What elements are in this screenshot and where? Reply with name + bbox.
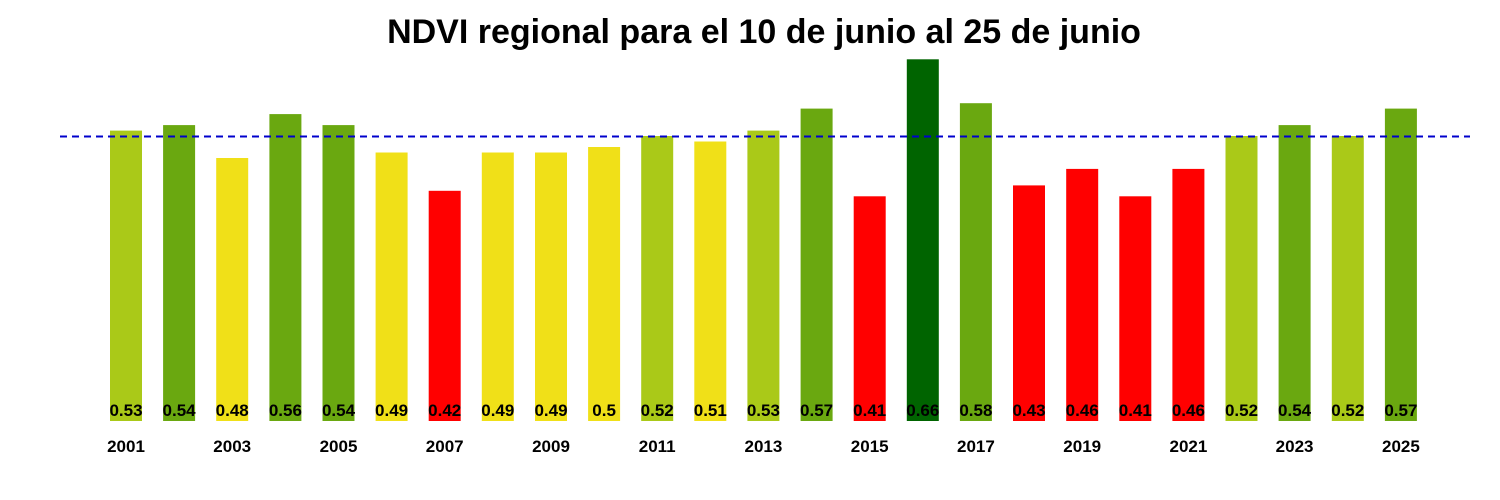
bar-2009 [535,152,567,421]
x-tick-label-2011: 2011 [639,437,676,456]
x-tick-label-2009: 2009 [532,437,570,456]
bar-2024 [1331,136,1364,421]
value-label-2014: 0.57 [800,401,833,420]
x-tick-label-2007: 2007 [426,437,464,456]
value-label-2021: 0.46 [1172,401,1205,420]
value-label-2002: 0.54 [163,401,197,420]
bars-layer [110,59,1417,422]
value-label-2007: 0.42 [428,401,461,420]
x-tick-label-2005: 2005 [320,437,358,456]
value-label-2012: 0.51 [694,401,727,420]
bar-2016 [906,59,939,422]
bar-2021 [1172,168,1205,421]
bar-2025 [1384,108,1417,421]
value-label-2006: 0.49 [375,401,408,420]
x-tick-labels-layer: 2001 2003 2005 2007 2009 2011 2013 2015 2017 2019… [107,437,1420,456]
bar-2011 [641,136,674,421]
bar-2018 [1013,185,1045,421]
bar-2010 [588,147,621,421]
value-label-2025: 0.57 [1384,401,1417,420]
value-label-2016: 0.66 [906,401,939,420]
bar-2023 [1278,125,1311,421]
value-label-2003: 0.48 [216,401,249,420]
bar-2006 [375,152,408,421]
value-label-2004: 0.56 [269,401,302,420]
x-tick-label-2019: 2019 [1063,437,1101,456]
value-label-2024: 0.52 [1331,401,1364,420]
bar-2022 [1225,136,1258,421]
x-tick-label-2023: 2023 [1276,437,1314,456]
bar-2015 [853,196,886,421]
x-tick-label-2001: 2001 [107,437,145,456]
bar-2014 [800,108,833,421]
bar-2008 [481,152,514,421]
value-label-2010: 0.5 [592,401,616,420]
x-tick-label-2003: 2003 [213,437,251,456]
bar-2013 [747,130,780,421]
x-tick-label-2015: 2015 [851,437,889,456]
value-label-2008: 0.49 [481,401,514,420]
bar-2005 [322,125,355,421]
value-label-2009: 0.49 [534,401,567,420]
bar-2001 [110,130,142,421]
value-label-2023: 0.54 [1278,401,1312,420]
bar-2002 [163,125,196,421]
value-label-2022: 0.52 [1225,401,1258,420]
bar-2019 [1066,168,1099,421]
value-label-2020: 0.41 [1119,401,1152,420]
x-tick-label-2025: 2025 [1382,437,1420,456]
bar-2003 [216,158,249,421]
bar-2020 [1119,196,1152,421]
x-tick-label-2017: 2017 [957,437,995,456]
value-label-2015: 0.41 [853,401,886,420]
value-label-2019: 0.46 [1066,401,1099,420]
bar-2017 [959,103,992,421]
value-label-2001: 0.53 [109,401,142,420]
value-label-2005: 0.54 [322,401,356,420]
value-label-2017: 0.58 [959,401,992,420]
bar-2007 [428,190,461,421]
value-label-2011: 0.52 [641,401,674,420]
bar-2004 [269,114,302,421]
x-tick-label-2021: 2021 [1169,437,1207,456]
value-label-2018: 0.43 [1012,401,1045,420]
bar-2012 [694,141,727,421]
x-tick-label-2013: 2013 [744,437,782,456]
value-label-2013: 0.53 [747,401,780,420]
chart-title: NDVI regional para el 10 de junio al 25 … [387,13,1141,51]
value-labels-layer: 0.53 0.54 0.48 0.56 0.54 0.49 0.42 0.49 0.49 0.5 0… [109,401,1417,420]
